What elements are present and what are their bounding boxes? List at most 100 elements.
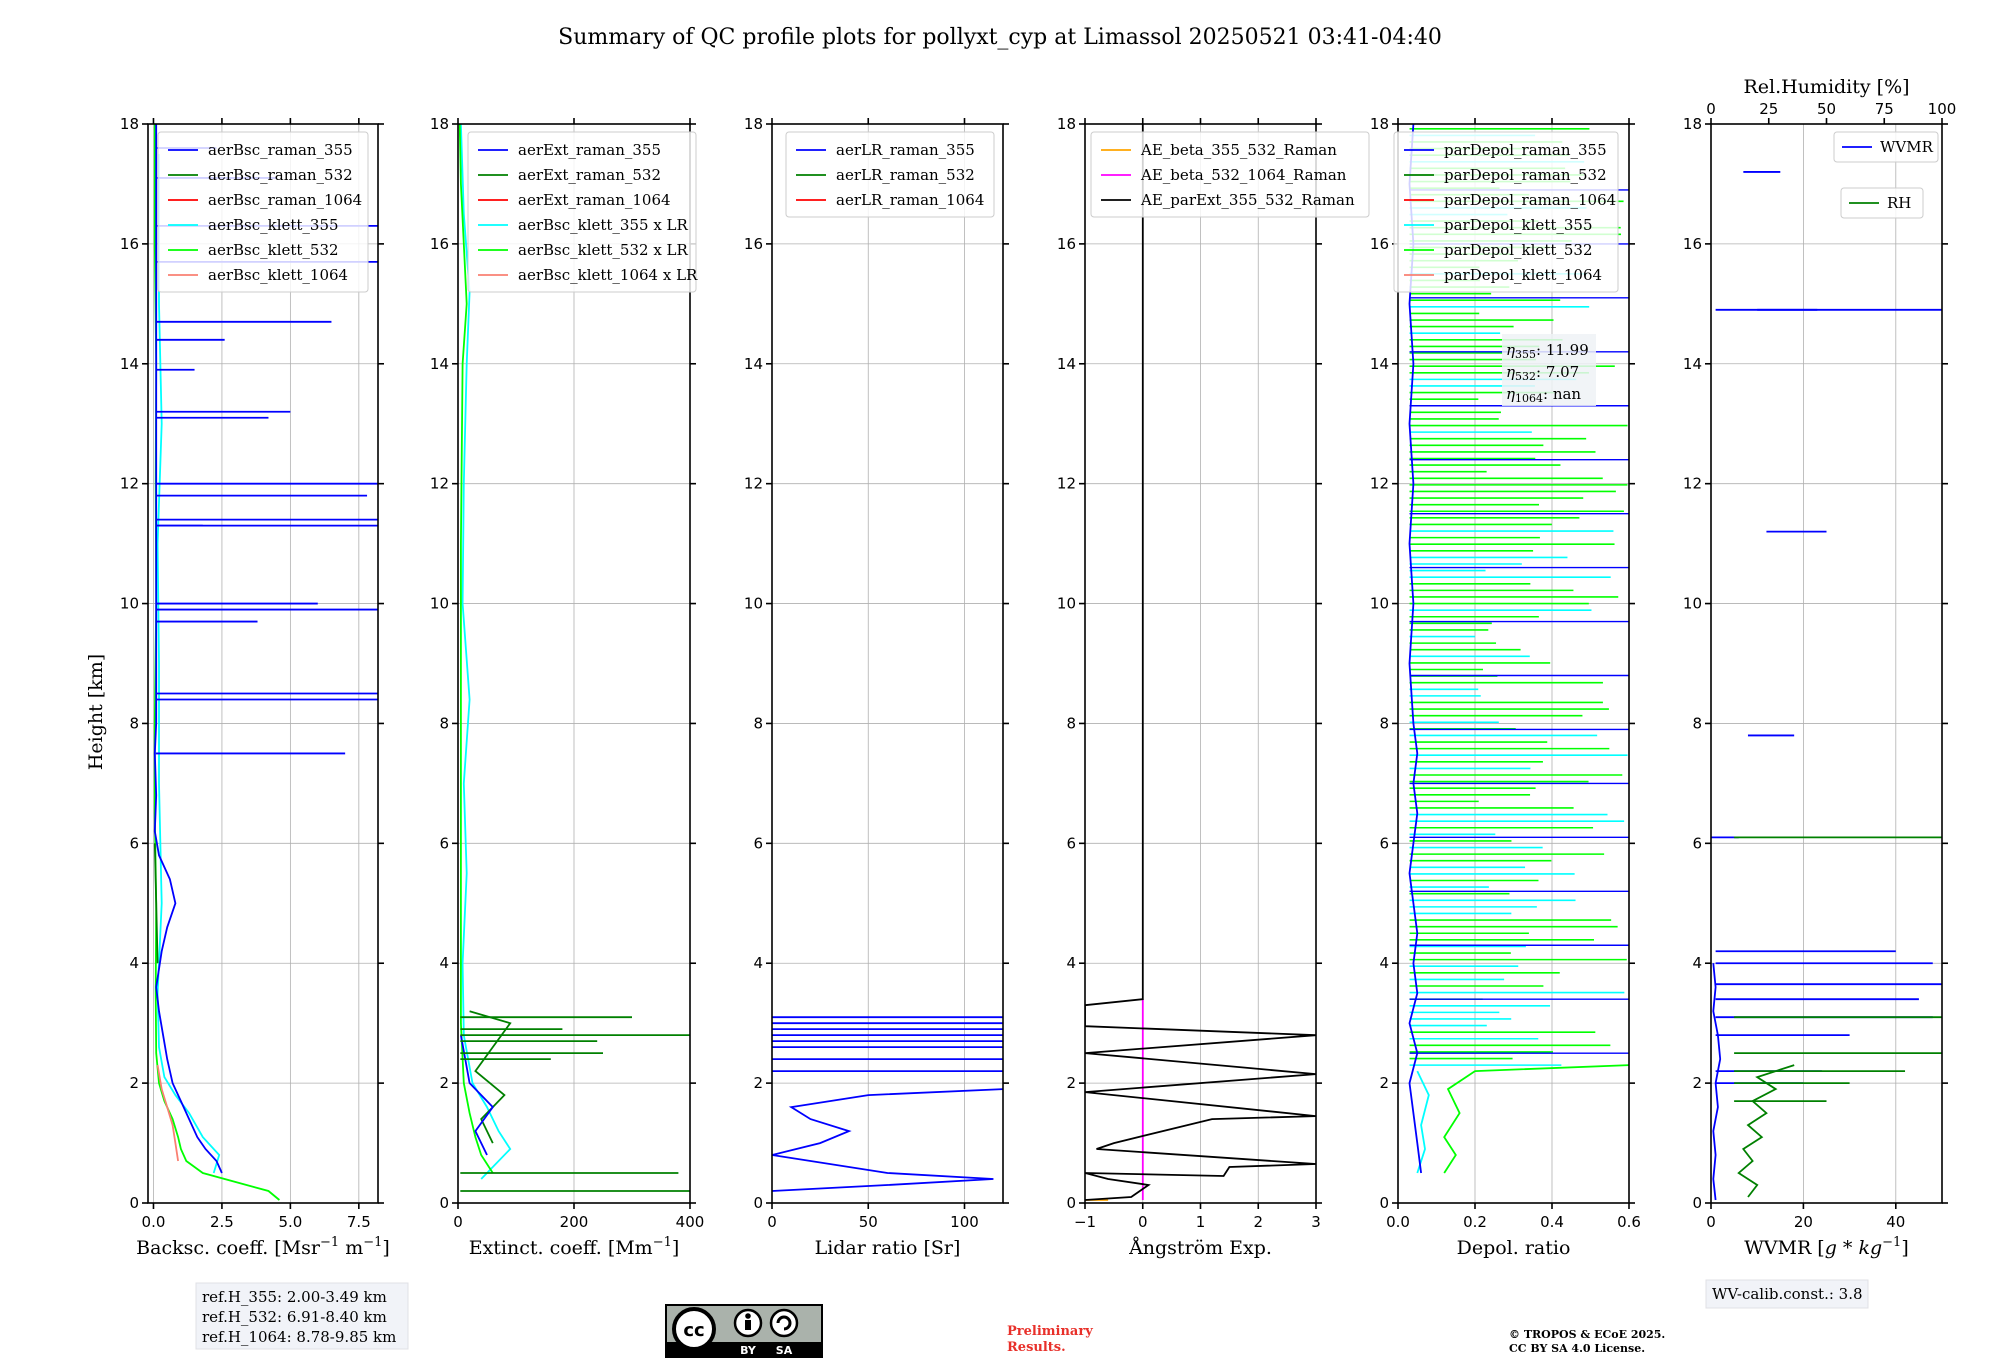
y-tick-label-lr-6: 12	[744, 475, 763, 493]
legend-label: WVMR	[1880, 138, 1934, 156]
legend-label-4: aerBsc_klett_532 x LR	[518, 241, 689, 259]
legend-ae: AE_beta_355_532_Raman AE_beta_532_1064_Ra…	[1090, 131, 1370, 218]
ticks-lr	[766, 118, 1009, 1209]
legend-box	[1833, 131, 1939, 163]
series-ext-2	[469, 1010, 512, 1144]
legend-label-0: parDepol_raman_355	[1444, 141, 1607, 159]
legend-label-4: aerBsc_klett_532	[208, 241, 339, 259]
ticks-bsc	[142, 118, 384, 1209]
x-tick-label-ext-1: 200	[560, 1213, 589, 1231]
y-tick-label-ext-9: 18	[430, 115, 449, 133]
x-tick-label-bsc-2: 5.0	[278, 1213, 302, 1231]
y-axis-label: Height [km]	[85, 654, 107, 770]
axes-frame-bsc	[147, 123, 379, 1204]
x-tick-label-bsc-1: 2.5	[210, 1213, 234, 1231]
legend-label-0: aerBsc_raman_355	[208, 141, 353, 159]
legend-label-1: aerLR_raman_532	[836, 166, 975, 184]
series-wv-0	[1737, 1064, 1795, 1198]
legend-label: RH	[1887, 194, 1911, 212]
axes-frame-depol	[1397, 123, 1630, 1204]
x-tick-label-wv-2: 40	[1886, 1213, 1905, 1231]
legend-wv-0: WVMR	[1833, 131, 1939, 163]
series-bsc-4	[153, 124, 223, 1174]
y-tick-label-lr-9: 18	[744, 115, 763, 133]
plot-area-ext	[458, 124, 690, 1192]
cc-sa-label: SA	[776, 1344, 793, 1357]
y-tick-label-wv-7: 14	[1683, 355, 1702, 373]
x-tick-label-ae-1: 0	[1138, 1213, 1148, 1231]
y-tick-label-ext-0: 0	[439, 1194, 449, 1212]
x-axis-label-bsc: Backsc. coeff. [Msr−1 m−1]	[136, 1235, 390, 1259]
preliminary-line-2: Results.	[1007, 1340, 1066, 1355]
series-depol-1	[1416, 1070, 1430, 1174]
x-axis-label-depol: Depol. ratio	[1457, 1237, 1571, 1259]
legend-label-4: parDepol_klett_532	[1444, 241, 1593, 259]
legend-depol: parDepol_raman_355 parDepol_raman_532 parD…	[1393, 131, 1619, 293]
series-lr-0	[772, 1088, 1003, 1192]
y-tick-label-ext-3: 6	[439, 834, 449, 852]
profile-panels: 0.0 2.5 5.0 7.5 0 2 4 6 8 10 12 14 16 18 Backsc. coeff…	[120, 76, 1956, 1259]
ref-height-532: ref.H_532: 6.91-8.40 km	[202, 1308, 387, 1326]
y-tick-label-ae-4: 8	[1066, 714, 1076, 732]
y-tick-label-wv-1: 2	[1692, 1074, 1702, 1092]
legend-label-3: parDepol_klett_355	[1444, 216, 1593, 234]
wv-calib-box: WV-calib.const.: 3.8	[1705, 1279, 1869, 1309]
legend-bsc: aerBsc_raman_355 aerBsc_raman_532 aerBsc_r…	[157, 131, 369, 293]
copyright-line-2: CC BY SA 4.0 License.	[1509, 1342, 1645, 1355]
y-tick-label-lr-5: 10	[744, 595, 763, 613]
legend-label-5: aerBsc_klett_1064	[208, 266, 348, 284]
panel-bsc: 0.0 2.5 5.0 7.5 0 2 4 6 8 10 12 14 16 18 Backsc. coeff…	[120, 115, 390, 1259]
y-tick-label-bsc-2: 4	[129, 954, 139, 972]
ref-height-box: ref.H_355: 2.00-3.49 km ref.H_532: 6.91-…	[195, 1282, 409, 1350]
legend-label-1: AE_beta_532_1064_Raman	[1140, 166, 1347, 184]
axes-frame-lr	[771, 123, 1004, 1204]
series-ext-3	[460, 1035, 494, 1156]
y-tick-label-depol-7: 14	[1370, 355, 1389, 373]
y-tick-label-lr-3: 6	[753, 834, 763, 852]
y-tick-label-ae-7: 14	[1057, 355, 1076, 373]
legend-box	[1090, 131, 1370, 218]
series-bsc-3	[153, 843, 159, 964]
legend-label-5: parDepol_klett_1064	[1444, 266, 1602, 284]
cc-sa-icon	[769, 1308, 799, 1338]
y-tick-label-depol-6: 12	[1370, 475, 1389, 493]
legend-label-2: aerBsc_raman_1064	[208, 191, 362, 209]
x-axis-label-ae: Ångström Exp.	[1128, 1237, 1272, 1259]
y-tick-label-bsc-9: 18	[120, 115, 139, 133]
y-tick-label-depol-5: 10	[1370, 595, 1389, 613]
copyright-line-1: © TROPOS & ECoE 2025.	[1509, 1328, 1665, 1341]
legend-label-3: aerBsc_klett_355	[208, 216, 339, 234]
series-depol-2	[1408, 124, 1422, 1174]
y-tick-label-bsc-5: 10	[120, 595, 139, 613]
cc-by-label: BY	[740, 1344, 757, 1357]
x-tick-label-ae-4: 3	[1311, 1213, 1321, 1231]
series-bsc-1	[156, 154, 221, 1174]
y-tick-label-lr-4: 8	[753, 714, 763, 732]
ref-height-1064: ref.H_1064: 8.78-9.85 km	[202, 1328, 396, 1346]
x-tick-label-bsc-3: 7.5	[347, 1213, 371, 1231]
legend-box	[1393, 131, 1619, 293]
y-tick-label-depol-8: 16	[1370, 235, 1389, 253]
series-depol-0	[1443, 1064, 1629, 1174]
eta-line-0: η355: 11.99	[1506, 341, 1589, 361]
y-tick-label-depol-4: 8	[1379, 714, 1389, 732]
y-tick-label-lr-8: 16	[744, 235, 763, 253]
y-tick-label-bsc-4: 8	[129, 714, 139, 732]
ticks-ae	[1079, 118, 1322, 1209]
y-tick-label-ae-3: 6	[1066, 834, 1076, 852]
x-tick-label-ae-0: −1	[1074, 1213, 1096, 1231]
y-tick-label-ext-1: 2	[439, 1074, 449, 1092]
series-ext-0	[460, 124, 512, 1180]
top-tick-label-0: 0	[1706, 100, 1716, 118]
x-axis-label-wv: WVMR [g * kg−1]	[1744, 1235, 1908, 1259]
y-tick-label-depol-2: 4	[1379, 954, 1389, 972]
panel-lr: 0 50 100 0 2 4 6 8 10 12 14 16 18 Lidar ratio [Sr] aer…	[744, 115, 1009, 1259]
legend-box	[467, 131, 697, 293]
y-tick-label-lr-0: 0	[753, 1194, 763, 1212]
legend-label-2: parDepol_raman_1064	[1444, 191, 1616, 209]
top-tick-label-1: 25	[1759, 100, 1778, 118]
legend-label-2: AE_parExt_355_532_Raman	[1140, 191, 1355, 209]
x-tick-label-bsc-0: 0.0	[142, 1213, 166, 1231]
